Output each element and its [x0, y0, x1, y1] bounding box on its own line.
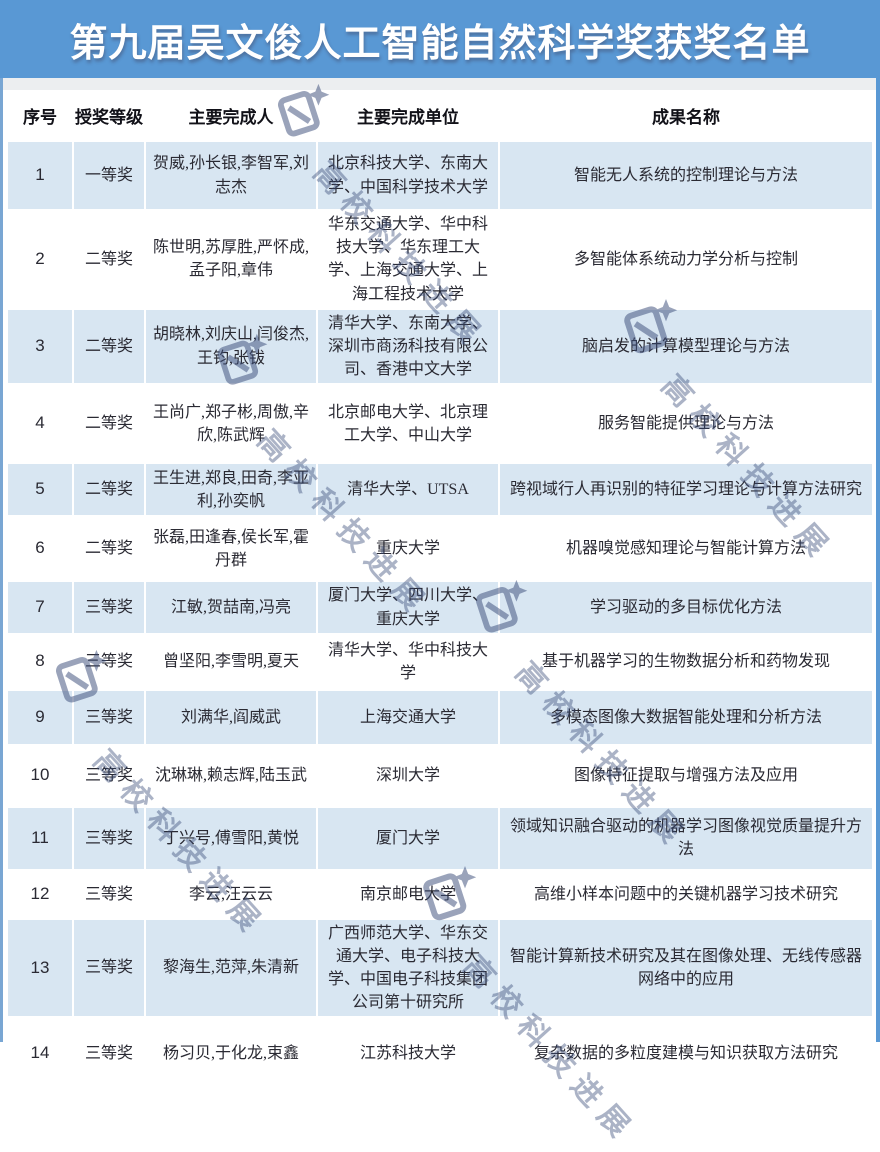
cell-grade: 三等奖 [74, 690, 144, 744]
table-row: 8 三等奖 曾坚阳,李雪明,夏天 清华大学、华中科技大学 基于机器学习的生物数据… [8, 634, 872, 689]
cell-result: 智能计算新技术研究及其在图像处理、无线传感器网络中的应用 [500, 919, 872, 1017]
column-header-result: 成果名称 [500, 90, 872, 140]
cell-serial: 9 [8, 690, 72, 744]
cell-serial: 1 [8, 142, 72, 209]
cell-units: 江苏科技大学 [318, 1018, 498, 1089]
cell-result: 学习驱动的多目标优化方法 [500, 582, 872, 633]
table-row: 2 二等奖 陈世明,苏厚胜,严怀成,孟子阳,章伟 华东交通大学、华中科技大学、华… [8, 211, 872, 308]
cell-units: 南京邮电大学 [318, 870, 498, 918]
cell-result: 高维小样本问题中的关键机器学习技术研究 [500, 870, 872, 918]
table-row: 6 二等奖 张磊,田逢春,侯长军,霍丹群 重庆大学 机器嗅觉感知理论与智能计算方… [8, 517, 872, 581]
cell-units: 上海交通大学 [318, 690, 498, 744]
cell-people: 张磊,田逢春,侯长军,霍丹群 [146, 517, 316, 581]
cell-grade: 三等奖 [74, 870, 144, 918]
cell-grade: 二等奖 [74, 517, 144, 581]
cell-grade: 三等奖 [74, 634, 144, 689]
cell-serial: 14 [8, 1018, 72, 1089]
cell-serial: 6 [8, 517, 72, 581]
table-row: 10 三等奖 沈琳琳,赖志辉,陆玉武 深圳大学 图像特征提取与增强方法及应用 [8, 745, 872, 806]
cell-units: 华东交通大学、华中科技大学、华东理工大学、上海交通大学、上海工程技术大学 [318, 211, 498, 308]
cell-result: 多模态图像大数据智能处理和分析方法 [500, 690, 872, 744]
cell-result: 领域知识融合驱动的机器学习图像视觉质量提升方法 [500, 807, 872, 869]
table-row: 7 三等奖 江敏,贺喆南,冯亮 厦门大学、四川大学、重庆大学 学习驱动的多目标优… [8, 582, 872, 633]
cell-people: 王生进,郑良,田奇,李亚利,孙奕帆 [146, 464, 316, 516]
column-header-units: 主要完成单位 [318, 90, 498, 140]
page-title: 第九届吴文俊人工智能自然科学奖获奖名单 [69, 22, 811, 65]
cell-result: 服务智能提供理论与方法 [500, 385, 872, 463]
table-row: 14 三等奖 杨习贝,于化龙,束鑫 江苏科技大学 复杂数据的多粒度建模与知识获取… [8, 1018, 872, 1089]
cell-people: 陈世明,苏厚胜,严怀成,孟子阳,章伟 [146, 211, 316, 308]
cell-result: 基于机器学习的生物数据分析和药物发现 [500, 634, 872, 689]
cell-result: 脑启发的计算模型理论与方法 [500, 309, 872, 384]
cell-serial: 7 [8, 582, 72, 633]
cell-serial: 3 [8, 309, 72, 384]
header-row: 序号 授奖等级 主要完成人 主要完成单位 成果名称 [8, 90, 872, 140]
cell-people: 王尚广,郑子彬,周傲,辛欣,陈武辉 [146, 385, 316, 463]
cell-units: 北京科技大学、东南大学、中国科学技术大学 [318, 142, 498, 209]
table-row: 1 一等奖 贺威,孙长银,李智军,刘志杰 北京科技大学、东南大学、中国科学技术大… [8, 142, 872, 209]
table-row: 5 二等奖 王生进,郑良,田奇,李亚利,孙奕帆 清华大学、UTSA 跨视域行人再… [8, 464, 872, 516]
cell-people: 刘满华,阎威武 [146, 690, 316, 744]
right-edge-strip [876, 78, 880, 1042]
cell-grade: 三等奖 [74, 582, 144, 633]
cell-people: 丁兴号,傅雪阳,黄悦 [146, 807, 316, 869]
cell-units: 重庆大学 [318, 517, 498, 581]
cell-people: 黎海生,范萍,朱清新 [146, 919, 316, 1017]
table-row: 3 二等奖 胡晓林,刘庆山,闫俊杰,王钧,张钹 清华大学、东南大学、深圳市商汤科… [8, 309, 872, 384]
cell-grade: 二等奖 [74, 464, 144, 516]
cell-people: 江敏,贺喆南,冯亮 [146, 582, 316, 633]
banner-gap-divider [0, 78, 880, 90]
cell-grade: 三等奖 [74, 919, 144, 1017]
cell-people: 贺威,孙长银,李智军,刘志杰 [146, 142, 316, 209]
cell-result: 智能无人系统的控制理论与方法 [500, 142, 872, 209]
cell-units: 深圳大学 [318, 745, 498, 806]
cell-units: 清华大学、UTSA [318, 464, 498, 516]
cell-result: 多智能体系统动力学分析与控制 [500, 211, 872, 308]
cell-grade: 三等奖 [74, 1018, 144, 1089]
column-header-people: 主要完成人 [146, 90, 316, 140]
table-row: 12 三等奖 李云,汪云云 南京邮电大学 高维小样本问题中的关键机器学习技术研究 [8, 870, 872, 918]
left-edge-strip [0, 78, 3, 1042]
cell-units: 厦门大学 [318, 807, 498, 869]
cell-serial: 4 [8, 385, 72, 463]
cell-people: 李云,汪云云 [146, 870, 316, 918]
cell-units: 广西师范大学、华东交通大学、电子科技大学、中国电子科技集团公司第十研究所 [318, 919, 498, 1017]
title-banner: 第九届吴文俊人工智能自然科学奖获奖名单 [0, 0, 880, 78]
cell-result: 机器嗅觉感知理论与智能计算方法 [500, 517, 872, 581]
cell-units: 厦门大学、四川大学、重庆大学 [318, 582, 498, 633]
cell-grade: 一等奖 [74, 142, 144, 209]
table-row: 13 三等奖 黎海生,范萍,朱清新 广西师范大学、华东交通大学、电子科技大学、中… [8, 919, 872, 1017]
cell-grade: 二等奖 [74, 211, 144, 308]
cell-grade: 三等奖 [74, 745, 144, 806]
cell-units: 清华大学、华中科技大学 [318, 634, 498, 689]
cell-serial: 10 [8, 745, 72, 806]
cell-serial: 5 [8, 464, 72, 516]
cell-serial: 11 [8, 807, 72, 869]
table-row: 9 三等奖 刘满华,阎威武 上海交通大学 多模态图像大数据智能处理和分析方法 [8, 690, 872, 744]
cell-result: 图像特征提取与增强方法及应用 [500, 745, 872, 806]
cell-serial: 2 [8, 211, 72, 308]
column-header-grade: 授奖等级 [74, 90, 144, 140]
cell-serial: 8 [8, 634, 72, 689]
cell-serial: 12 [8, 870, 72, 918]
table-row: 4 二等奖 王尚广,郑子彬,周傲,辛欣,陈武辉 北京邮电大学、北京理工大学、中山… [8, 385, 872, 463]
column-header-serial: 序号 [8, 90, 72, 140]
awards-table-container: 序号 授奖等级 主要完成人 主要完成单位 成果名称 1 一等奖 贺威,孙长银,李… [6, 88, 874, 1090]
table-row: 11 三等奖 丁兴号,傅雪阳,黄悦 厦门大学 领域知识融合驱动的机器学习图像视觉… [8, 807, 872, 869]
cell-result: 跨视域行人再识别的特征学习理论与计算方法研究 [500, 464, 872, 516]
cell-result: 复杂数据的多粒度建模与知识获取方法研究 [500, 1018, 872, 1089]
cell-serial: 13 [8, 919, 72, 1017]
cell-grade: 二等奖 [74, 309, 144, 384]
cell-grade: 三等奖 [74, 807, 144, 869]
awards-table: 序号 授奖等级 主要完成人 主要完成单位 成果名称 1 一等奖 贺威,孙长银,李… [6, 88, 874, 1090]
cell-units: 北京邮电大学、北京理工大学、中山大学 [318, 385, 498, 463]
cell-people: 沈琳琳,赖志辉,陆玉武 [146, 745, 316, 806]
cell-people: 胡晓林,刘庆山,闫俊杰,王钧,张钹 [146, 309, 316, 384]
cell-people: 杨习贝,于化龙,束鑫 [146, 1018, 316, 1089]
cell-people: 曾坚阳,李雪明,夏天 [146, 634, 316, 689]
cell-grade: 二等奖 [74, 385, 144, 463]
cell-units: 清华大学、东南大学、深圳市商汤科技有限公司、香港中文大学 [318, 309, 498, 384]
